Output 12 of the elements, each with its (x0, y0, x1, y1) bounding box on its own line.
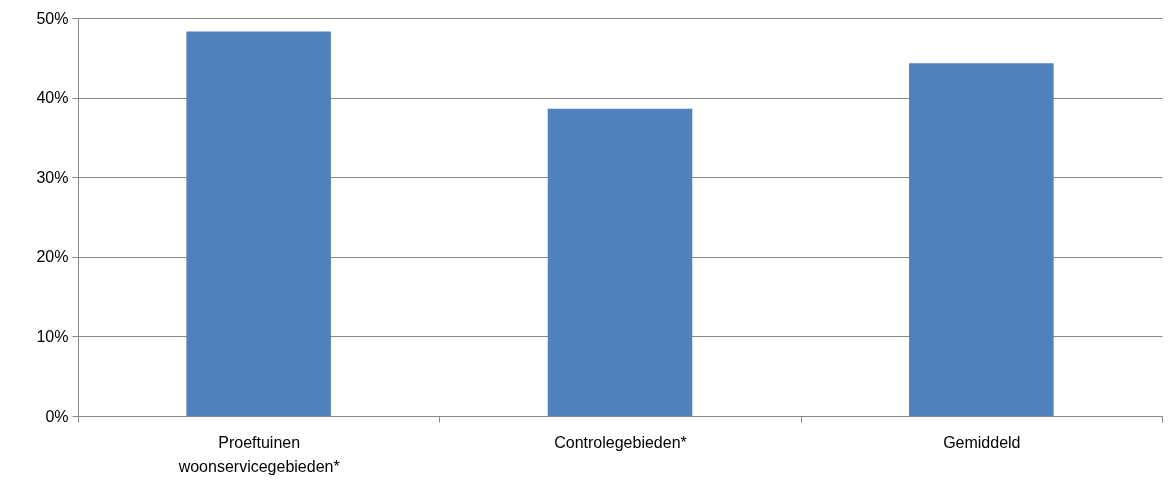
x-tick-label: Gemiddeld (943, 433, 1021, 451)
y-tick-label: 20% (36, 248, 69, 266)
y-tick-label: 50% (36, 9, 69, 27)
y-tick-label: 30% (36, 168, 69, 186)
y-tick-label: 40% (36, 89, 69, 107)
x-tick-label: Proeftuinen woonservicegebieden* (177, 433, 340, 475)
y-tick-label: 0% (45, 407, 69, 425)
bar (186, 31, 331, 416)
bar (547, 108, 693, 416)
bar (909, 63, 1054, 416)
x-tick-label: Controlegebieden* (554, 433, 687, 451)
y-tick-label: 10% (36, 327, 69, 345)
